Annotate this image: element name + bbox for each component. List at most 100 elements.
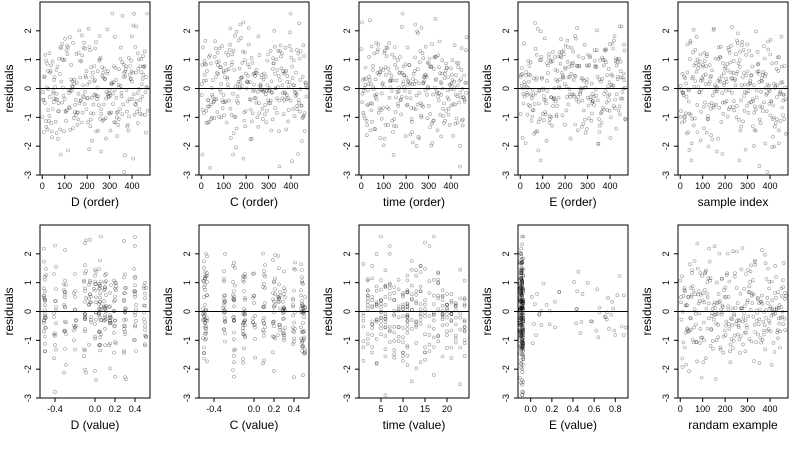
data-point: [210, 95, 215, 99]
data-point: [73, 347, 77, 352]
data-point: [440, 294, 445, 299]
data-point: [692, 307, 697, 312]
data-point: [371, 63, 375, 68]
data-point: [220, 106, 225, 110]
data-point: [374, 40, 378, 45]
data-point: [217, 59, 221, 64]
data-point: [761, 70, 766, 74]
data-point: [62, 282, 66, 287]
data-point: [520, 271, 525, 275]
data-point: [405, 353, 410, 358]
data-point: [570, 92, 575, 96]
data-point: [415, 29, 419, 34]
data-point: [519, 316, 524, 321]
data-point: [142, 303, 146, 308]
data-point: [440, 308, 445, 313]
data-point: [134, 24, 139, 29]
data-point: [251, 296, 255, 300]
data-point: [140, 94, 145, 99]
data-point: [388, 79, 392, 84]
data-point: [285, 80, 289, 84]
data-point: [278, 294, 282, 298]
data-point: [777, 54, 781, 59]
data-point: [66, 148, 70, 153]
data-point: [412, 82, 417, 86]
data-point: [519, 347, 524, 352]
data-point: [76, 110, 80, 115]
data-point: [779, 286, 784, 291]
data-point: [56, 109, 61, 114]
data-point: [271, 61, 276, 66]
data-point: [199, 93, 204, 97]
data-point: [521, 307, 526, 311]
data-point: [406, 78, 411, 83]
y-tick-label: -2: [661, 142, 671, 150]
data-point: [732, 313, 736, 318]
data-point: [703, 72, 708, 77]
data-point: [745, 268, 750, 272]
data-point: [242, 274, 246, 279]
data-point: [363, 116, 367, 121]
data-point: [44, 125, 49, 129]
data-point: [720, 152, 725, 156]
data-point: [392, 45, 397, 49]
data-point: [133, 235, 137, 239]
data-point: [733, 77, 738, 81]
data-point: [81, 45, 86, 50]
data-point: [414, 301, 419, 306]
data-point: [273, 276, 277, 281]
data-point: [702, 338, 706, 343]
data-point: [375, 71, 380, 75]
data-point: [700, 335, 705, 340]
data-point: [54, 308, 58, 313]
data-point: [201, 318, 205, 322]
data-point: [133, 244, 137, 248]
data-point: [368, 18, 372, 23]
data-point: [448, 83, 453, 87]
y-tick-label: -2: [23, 142, 33, 150]
data-point: [453, 92, 458, 97]
data-point: [579, 125, 584, 129]
data-point: [617, 24, 622, 29]
data-point: [122, 71, 126, 75]
data-point: [573, 122, 578, 127]
data-point: [702, 59, 707, 63]
data-point: [124, 317, 128, 322]
y-tick-label: -1: [342, 113, 352, 121]
data-point: [402, 89, 407, 93]
data-point: [203, 311, 207, 316]
data-point: [272, 28, 277, 33]
data-point: [271, 350, 275, 355]
data-point: [693, 311, 698, 316]
data-point: [230, 52, 234, 57]
data-point: [520, 343, 525, 348]
data-point: [586, 103, 591, 108]
data-point: [694, 322, 698, 327]
data-point: [218, 87, 222, 92]
data-point: [46, 69, 50, 73]
data-point: [143, 280, 147, 285]
data-point: [45, 61, 49, 66]
data-point: [400, 71, 405, 75]
data-point: [543, 112, 548, 117]
x-tick-label: 400: [763, 404, 778, 414]
data-point: [132, 289, 136, 293]
data-point: [51, 91, 56, 96]
data-point: [282, 316, 286, 321]
data-point: [534, 78, 539, 82]
data-point: [142, 310, 146, 315]
data-point: [83, 312, 87, 317]
data-point: [689, 158, 694, 163]
data-point: [519, 348, 524, 353]
data-point: [519, 316, 524, 321]
data-point: [719, 74, 724, 79]
data-point: [401, 291, 405, 296]
data-point: [282, 333, 286, 338]
data-point: [104, 96, 108, 101]
y-tick-label: -1: [661, 113, 671, 121]
data-point: [243, 318, 247, 323]
data-point: [52, 75, 57, 79]
data-point: [255, 71, 259, 76]
data-point: [453, 340, 458, 345]
